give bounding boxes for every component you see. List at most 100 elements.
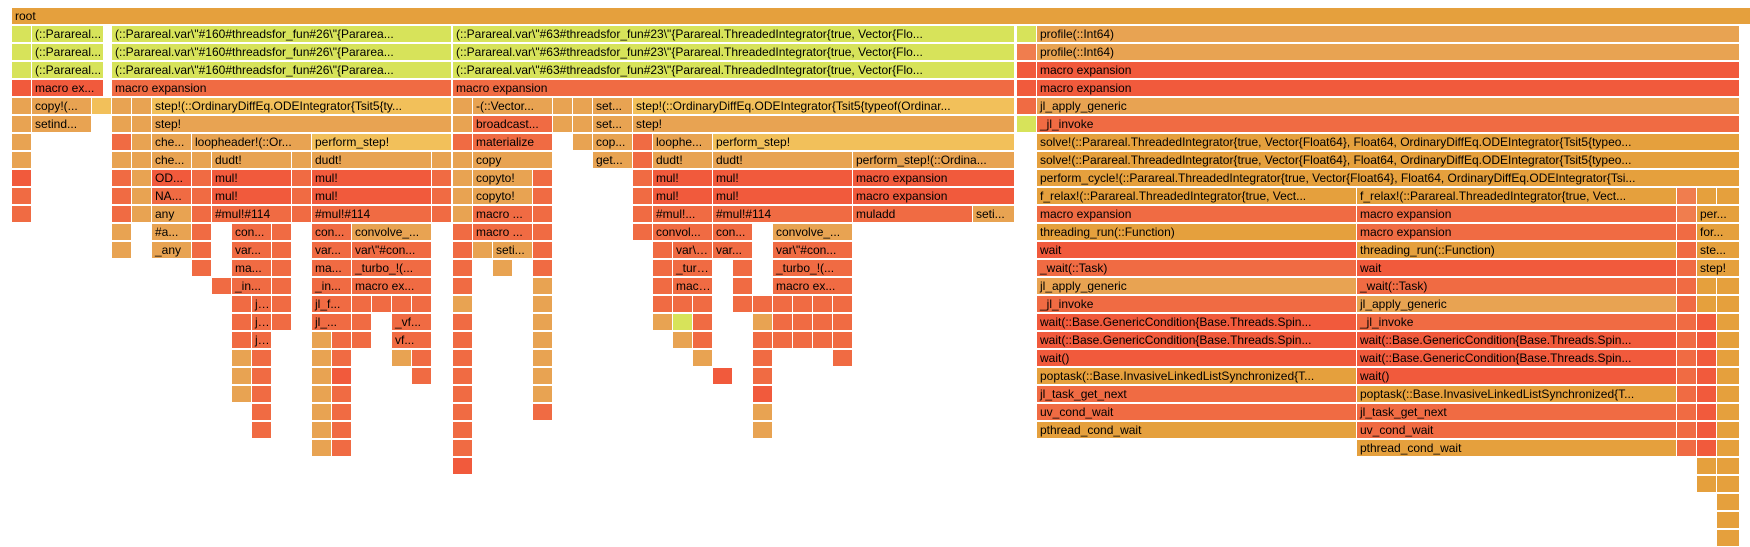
- flame-frame[interactable]: (::Parareal.var\"#160#threadsfor_fun#26\…: [112, 26, 452, 43]
- flame-frame-unlabeled[interactable]: [1717, 422, 1740, 439]
- flame-frame[interactable]: che...: [152, 134, 192, 151]
- flame-frame-unlabeled[interactable]: [192, 170, 212, 187]
- flame-frame-unlabeled[interactable]: [753, 422, 773, 439]
- flame-frame-unlabeled[interactable]: [833, 350, 853, 367]
- flame-frame[interactable]: con...: [232, 224, 272, 241]
- flame-frame-unlabeled[interactable]: [453, 242, 473, 259]
- flame-frame-unlabeled[interactable]: [793, 314, 813, 331]
- flame-frame-unlabeled[interactable]: [1717, 296, 1740, 313]
- flame-frame[interactable]: mul!: [713, 170, 853, 187]
- flame-frame[interactable]: macro expansion: [1037, 62, 1740, 79]
- flame-frame-unlabeled[interactable]: [12, 98, 32, 115]
- flame-frame-unlabeled[interactable]: [693, 332, 713, 349]
- flame-frame-unlabeled[interactable]: [112, 242, 132, 259]
- flame-frame[interactable]: root: [12, 8, 1750, 25]
- flame-frame-unlabeled[interactable]: [192, 224, 212, 241]
- flame-frame[interactable]: copy!(...: [32, 98, 92, 115]
- flame-frame[interactable]: _jl_invoke: [1357, 314, 1677, 331]
- flame-frame-unlabeled[interactable]: [352, 296, 372, 313]
- flame-frame-unlabeled[interactable]: [1017, 116, 1037, 133]
- flame-frame-unlabeled[interactable]: [312, 422, 332, 439]
- flame-frame-unlabeled[interactable]: [192, 260, 212, 277]
- flame-frame-unlabeled[interactable]: [1677, 350, 1697, 367]
- flame-frame-unlabeled[interactable]: [1697, 386, 1717, 403]
- flame-frame-unlabeled[interactable]: [533, 206, 553, 223]
- flame-frame-unlabeled[interactable]: [132, 134, 152, 151]
- flame-frame-unlabeled[interactable]: [533, 188, 553, 205]
- flame-frame[interactable]: jl_a...: [252, 332, 272, 349]
- flame-frame[interactable]: che...: [152, 152, 192, 169]
- flame-frame[interactable]: var...: [232, 242, 272, 259]
- flame-frame-unlabeled[interactable]: [392, 350, 412, 367]
- flame-frame[interactable]: -(::Vector...: [473, 98, 553, 115]
- flame-frame-unlabeled[interactable]: [693, 350, 713, 367]
- flame-frame-unlabeled[interactable]: [773, 332, 793, 349]
- flame-frame-unlabeled[interactable]: [1697, 278, 1717, 295]
- flame-frame[interactable]: mul!: [713, 188, 853, 205]
- flame-frame[interactable]: f_relax!(::Parareal.ThreadedIntegrator{t…: [1037, 188, 1357, 205]
- flame-frame-unlabeled[interactable]: [112, 116, 132, 133]
- flame-frame[interactable]: jl_apply_generic: [1037, 98, 1740, 115]
- flame-frame-unlabeled[interactable]: [332, 350, 352, 367]
- flame-frame-unlabeled[interactable]: [533, 278, 553, 295]
- flame-frame-unlabeled[interactable]: [1717, 404, 1740, 421]
- flame-frame-unlabeled[interactable]: [192, 206, 212, 223]
- flame-frame[interactable]: macro expansion: [1037, 206, 1357, 223]
- flame-frame-unlabeled[interactable]: [1717, 278, 1740, 295]
- flame-frame-unlabeled[interactable]: [292, 170, 312, 187]
- flame-frame[interactable]: #a...: [152, 224, 192, 241]
- flame-frame-unlabeled[interactable]: [12, 206, 32, 223]
- flame-frame-unlabeled[interactable]: [132, 152, 152, 169]
- flame-frame-unlabeled[interactable]: [453, 116, 473, 133]
- flame-frame-unlabeled[interactable]: [192, 242, 212, 259]
- flame-frame-unlabeled[interactable]: [753, 332, 773, 349]
- flame-frame[interactable]: jl_task_get_next: [1357, 404, 1677, 421]
- flame-frame-unlabeled[interactable]: [633, 152, 653, 169]
- flame-frame-unlabeled[interactable]: [272, 278, 292, 295]
- flame-frame-unlabeled[interactable]: [1697, 314, 1717, 331]
- flame-frame[interactable]: (::Parareal...: [32, 62, 104, 79]
- flame-frame[interactable]: pthread_cond_wait: [1037, 422, 1357, 439]
- flame-frame[interactable]: _jl_invoke: [1037, 116, 1740, 133]
- flame-frame-unlabeled[interactable]: [252, 404, 272, 421]
- flame-frame-unlabeled[interactable]: [1697, 296, 1717, 313]
- flame-frame-unlabeled[interactable]: [833, 332, 853, 349]
- flame-frame-unlabeled[interactable]: [332, 440, 352, 457]
- flame-frame-unlabeled[interactable]: [292, 188, 312, 205]
- flame-frame-unlabeled[interactable]: [1677, 332, 1697, 349]
- flame-frame[interactable]: vf...: [392, 332, 432, 349]
- flame-frame-unlabeled[interactable]: [653, 314, 673, 331]
- flame-frame-unlabeled[interactable]: [1717, 332, 1740, 349]
- flame-frame[interactable]: copy: [473, 152, 553, 169]
- flame-frame[interactable]: var...: [713, 242, 753, 259]
- flame-frame[interactable]: #mul!...: [653, 206, 713, 223]
- flame-frame[interactable]: copyto!: [473, 188, 533, 205]
- flame-frame-unlabeled[interactable]: [533, 314, 553, 331]
- flame-frame[interactable]: macro ex...: [32, 80, 104, 97]
- flame-frame[interactable]: per...: [1697, 206, 1740, 223]
- flame-frame-unlabeled[interactable]: [312, 386, 332, 403]
- flame-frame-unlabeled[interactable]: [653, 278, 673, 295]
- flame-frame-unlabeled[interactable]: [753, 296, 773, 313]
- flame-frame-unlabeled[interactable]: [1697, 404, 1717, 421]
- flame-frame-unlabeled[interactable]: [392, 296, 412, 313]
- flame-frame[interactable]: mul!: [212, 170, 292, 187]
- flame-frame-unlabeled[interactable]: [252, 422, 272, 439]
- flame-frame-unlabeled[interactable]: [533, 332, 553, 349]
- flame-frame-unlabeled[interactable]: [833, 314, 853, 331]
- flame-frame-unlabeled[interactable]: [1717, 314, 1740, 331]
- flame-frame[interactable]: pthread_cond_wait: [1357, 440, 1677, 457]
- flame-frame-unlabeled[interactable]: [132, 170, 152, 187]
- flame-frame[interactable]: var\"#...: [673, 242, 713, 259]
- flame-frame-unlabeled[interactable]: [232, 296, 252, 313]
- flame-frame[interactable]: _turbo_!(...: [352, 260, 432, 277]
- flame-frame-unlabeled[interactable]: [112, 188, 132, 205]
- flame-frame[interactable]: ma...: [312, 260, 352, 277]
- flame-frame-unlabeled[interactable]: [673, 314, 693, 331]
- flame-frame-unlabeled[interactable]: [12, 62, 32, 79]
- flame-frame-unlabeled[interactable]: [453, 98, 473, 115]
- flame-frame-unlabeled[interactable]: [833, 296, 853, 313]
- flame-frame-unlabeled[interactable]: [312, 350, 332, 367]
- flame-frame-unlabeled[interactable]: [573, 116, 593, 133]
- flame-frame-unlabeled[interactable]: [673, 332, 693, 349]
